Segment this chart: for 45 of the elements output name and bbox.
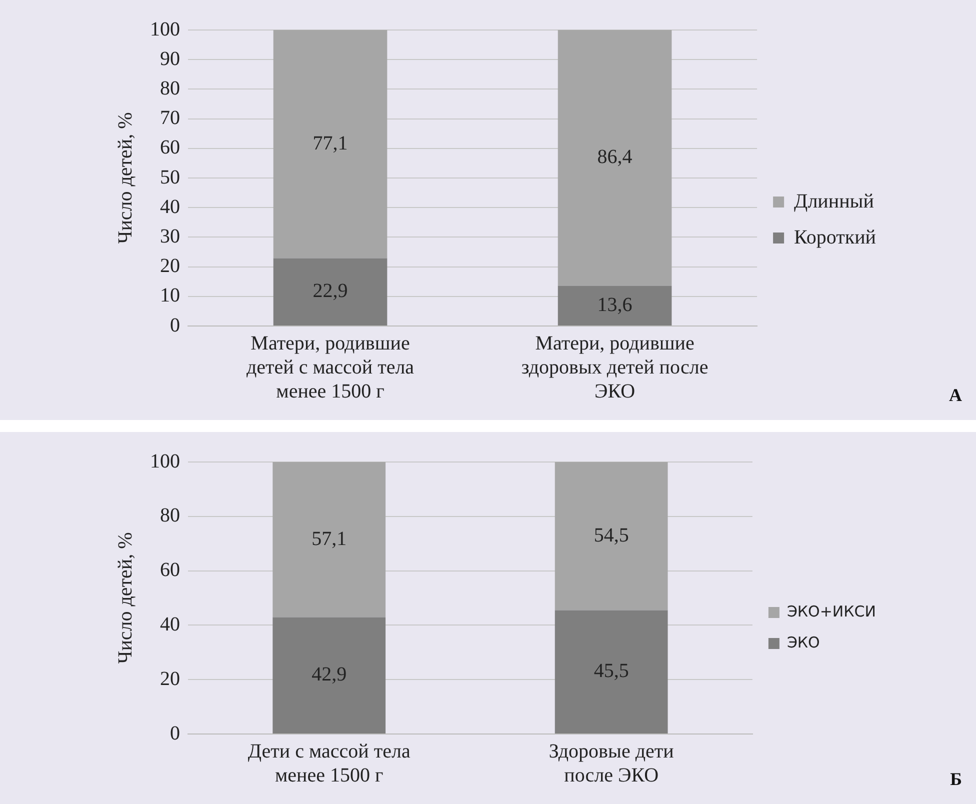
legend-label: Длинный <box>794 190 874 212</box>
y-tick-label: 80 <box>160 504 180 527</box>
bar <box>272 462 386 618</box>
y-tick-label: 40 <box>160 613 180 636</box>
y-tick-label: 0 <box>170 314 180 336</box>
text: Б <box>950 769 962 790</box>
y-tick-label: 0 <box>170 722 180 744</box>
bar <box>558 30 672 286</box>
y-tick-label: 80 <box>160 77 180 100</box>
bar <box>272 617 386 734</box>
x-tick-label: Матери, родившие здоровых детей после ЭКО <box>521 332 708 402</box>
x-tick-label: Матери, родившие детей с массой тела менее 1500 г <box>246 332 414 402</box>
data-label: 77,1 <box>312 132 348 154</box>
data-label: 42,9 <box>312 664 347 686</box>
y-tick-label: 20 <box>160 255 180 278</box>
data-label: 13,6 <box>597 294 632 316</box>
data-label: 45,5 <box>594 660 629 682</box>
y-tick-label: 40 <box>160 196 180 218</box>
data-label: 54,5 <box>594 524 629 546</box>
bar <box>558 286 672 326</box>
y-tick-label: 50 <box>160 166 180 188</box>
x-tick-label: Дети с массой тела менее 1500 г <box>248 740 410 786</box>
y-tick-label: 60 <box>160 136 180 159</box>
bar <box>554 462 668 610</box>
text: А <box>949 385 962 406</box>
legend-label: ЭКО <box>786 633 820 652</box>
y-tick-label: 100 <box>150 18 180 40</box>
y-tick-label: 30 <box>160 225 180 248</box>
legend-label: Короткий <box>794 226 876 248</box>
y-tick-label: 70 <box>160 107 180 130</box>
y-tick-label: 90 <box>160 48 180 70</box>
data-label: 22,9 <box>312 280 348 302</box>
y-tick-label: 60 <box>160 559 180 582</box>
y-tick-label: 20 <box>160 668 180 690</box>
x-tick-label: Здоровые дети после ЭКО <box>548 740 674 786</box>
y-tick-label: 100 <box>150 450 180 472</box>
data-label: 86,4 <box>597 146 632 168</box>
y-tick-label: 10 <box>160 284 180 307</box>
bar <box>273 30 388 258</box>
data-label: 57,1 <box>312 528 347 550</box>
bar <box>554 610 668 734</box>
legend-label: ЭКО+ИКСИ <box>786 602 876 620</box>
y-axis-title: Число детей, % <box>114 532 136 664</box>
y-axis-title: Число детей, % <box>114 112 136 244</box>
bar <box>273 258 388 326</box>
